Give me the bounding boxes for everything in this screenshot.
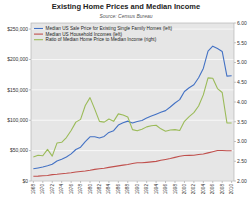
grid-line <box>31 150 234 151</box>
grid-line <box>31 89 234 90</box>
x-tick-label: 1992 <box>144 184 149 195</box>
x-tick-label: 1976 <box>69 184 74 195</box>
y2-tick-label: 6.00 <box>237 20 247 26</box>
legend-label: Ratio of Median Home Price to Median Inc… <box>46 37 157 42</box>
y2-tick-label: 5.50 <box>237 40 247 46</box>
series-line <box>33 78 231 157</box>
y2-tick-label: 2.00 <box>237 178 247 184</box>
x-tick-label: 1972 <box>50 184 55 195</box>
x-tick-label: 1998 <box>173 184 178 195</box>
y-tick-label: $200,000 <box>7 56 28 62</box>
y-tick-label: $50,000 <box>10 147 28 153</box>
legend-swatch <box>34 39 43 40</box>
x-tick-label: 1974 <box>59 184 64 195</box>
x-tick-label: 2002 <box>191 184 196 195</box>
plot-frame <box>31 23 234 181</box>
y2-tick-label: 3.50 <box>237 119 247 125</box>
y2-tick-label: 4.50 <box>237 79 247 85</box>
x-tick-label: 1982 <box>97 184 102 195</box>
grid-line <box>31 59 234 60</box>
x-tick-label: 1986 <box>116 184 121 195</box>
y-tick-label: $0 <box>22 178 28 184</box>
grid-line <box>31 120 234 121</box>
legend: Median US Sale Price for Existing Single… <box>34 26 173 42</box>
series-line <box>33 150 231 176</box>
y-tick-label: $250,000 <box>7 26 28 32</box>
x-tick-label: 1984 <box>106 184 111 195</box>
x-tick-label: 2006 <box>210 184 215 195</box>
x-tick-label: 1988 <box>125 184 130 195</box>
legend-swatch <box>34 28 43 29</box>
legend-label: Median US Household Incomes (left) <box>46 32 123 37</box>
x-tick-label: 1990 <box>135 184 140 195</box>
series-line <box>33 46 231 169</box>
x-tick-label: 2004 <box>201 184 206 195</box>
legend-swatch <box>34 34 43 35</box>
x-tick-label: 1968 <box>31 184 36 195</box>
x-tick-label: 1978 <box>78 184 83 195</box>
title: Existing Home Prices and Median Income <box>52 2 200 11</box>
y2-tick-label: 2.50 <box>237 158 247 164</box>
x-tick-label: 2000 <box>182 184 187 195</box>
x-tick-label: 1980 <box>88 184 93 195</box>
chart: Existing Home Prices and Median Income So… <box>0 0 252 199</box>
y2-tick-label: 4.00 <box>237 99 247 105</box>
plot-background <box>31 23 234 181</box>
subtitle: Source: Census Bureau <box>99 13 152 19</box>
y2-tick-label: 3.00 <box>237 138 247 144</box>
x-tick-label: 2008 <box>220 184 225 195</box>
x-tick-label: 1996 <box>163 184 168 195</box>
legend-label: Median US Sale Price for Existing Single… <box>46 26 173 31</box>
y2-tick-label: 5.00 <box>237 59 247 65</box>
y-tick-label: $150,000 <box>7 87 28 93</box>
x-tick-label: 1994 <box>154 184 159 195</box>
y-tick-label: $100,000 <box>7 117 28 123</box>
plot-marks <box>33 46 231 176</box>
x-tick-label: 2010 <box>229 184 234 195</box>
x-tick-label: 1970 <box>40 184 45 195</box>
